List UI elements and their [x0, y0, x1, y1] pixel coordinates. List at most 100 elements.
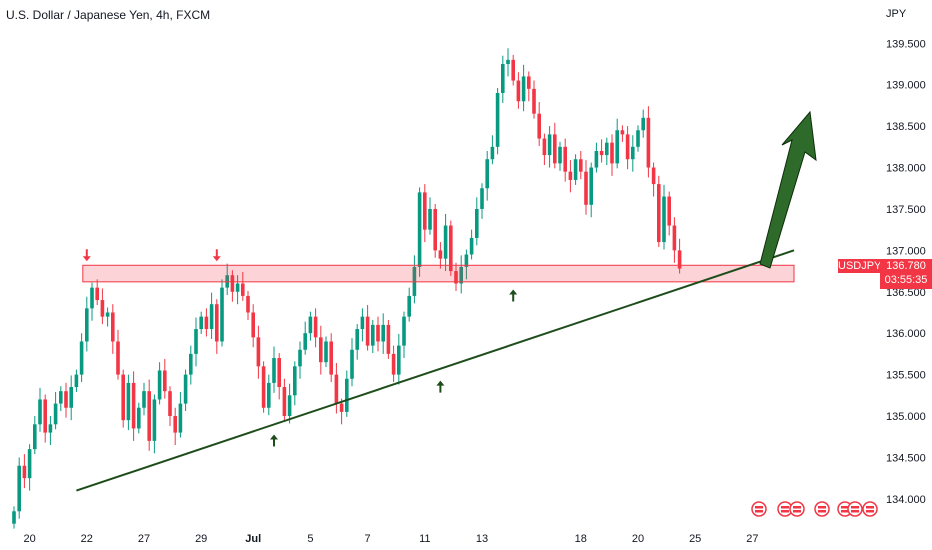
candle-body [662, 196, 666, 243]
candle-body [329, 341, 333, 375]
candle [345, 370, 349, 417]
candle-body [189, 353, 193, 375]
candle [282, 378, 287, 421]
candle-body [407, 295, 411, 317]
price-tick-label: 136.500 [886, 287, 926, 299]
candle [152, 394, 157, 454]
candle-body [38, 399, 42, 425]
candle [85, 296, 89, 352]
time-axis[interactable]: 20 22 27 29 Jul 5 7 11 13 18 20 25 27 [23, 533, 758, 545]
flag-stripe-top [793, 506, 801, 509]
candle-body [563, 146, 567, 172]
candle-body [230, 275, 235, 292]
time-tick-label: 27 [138, 533, 150, 545]
time-tick-label: 29 [195, 533, 207, 545]
candle [475, 197, 479, 246]
candle [537, 102, 541, 146]
candle-body [423, 192, 427, 230]
candle-body [521, 76, 526, 102]
candle [495, 88, 500, 155]
candle [272, 346, 276, 393]
candle [662, 184, 666, 250]
economic-event-flag-icon [777, 501, 793, 517]
price-axis[interactable]: 134.000 134.500 135.000 135.500 136.000 136.5… [886, 38, 926, 506]
economic-event-flag-icon [789, 501, 805, 517]
candle [168, 386, 172, 426]
candle [246, 290, 250, 320]
candle [386, 319, 391, 359]
price-tick-label: 139.000 [886, 80, 926, 92]
candle-body [69, 387, 73, 408]
current-price-value: 136.780 [886, 260, 926, 272]
event-flags-layer [751, 501, 878, 517]
candle [605, 137, 609, 166]
time-tick-label: 27 [746, 533, 758, 545]
candle [230, 270, 235, 302]
candle [59, 386, 63, 412]
candle [95, 279, 99, 306]
arrow-up-icon [509, 289, 518, 295]
candle-body [64, 391, 68, 408]
candle [573, 154, 578, 185]
candle [485, 150, 489, 201]
candle [464, 249, 469, 280]
candle [334, 363, 339, 414]
candle [620, 125, 625, 142]
time-tick-label: 20 [23, 533, 35, 545]
chart-title: U.S. Dollar / Japanese Yen, 4h, FXCM [6, 8, 211, 22]
candle-body [547, 134, 552, 156]
candle-body [319, 337, 323, 363]
candle-body [90, 287, 94, 309]
candle [251, 304, 255, 348]
candle-body [386, 324, 391, 354]
candle [64, 382, 68, 418]
candle [402, 311, 406, 359]
time-tick-label: 25 [689, 533, 701, 545]
candle-body [646, 117, 651, 168]
candle-body [469, 237, 474, 255]
candle [215, 299, 219, 354]
candle-body [345, 378, 349, 412]
flag-ring [814, 501, 830, 517]
candle [183, 369, 188, 412]
candle [636, 125, 640, 152]
candle-body [558, 146, 562, 164]
candle [121, 369, 125, 428]
candle [397, 334, 401, 385]
candle-body [194, 329, 198, 354]
candle-body [100, 300, 105, 317]
candle-body [443, 225, 448, 259]
candle-body [43, 399, 47, 433]
candle [672, 217, 677, 263]
candle-body [553, 134, 557, 164]
time-tick-label: 22 [81, 533, 93, 545]
candle [69, 375, 73, 421]
candle-body [293, 366, 297, 396]
candle-body [142, 391, 146, 408]
candle [38, 387, 42, 432]
candle-body [417, 192, 422, 267]
candle [558, 141, 562, 171]
candle-body [641, 117, 645, 131]
support-resistance-zone [82, 264, 795, 283]
arrow-up-icon [436, 380, 445, 386]
candle [74, 369, 79, 393]
candle [204, 308, 209, 337]
economic-event-flag-icon [814, 501, 830, 517]
candle [428, 197, 432, 235]
candle-body [610, 142, 614, 164]
candle-body [480, 188, 484, 209]
candle-body [631, 146, 635, 160]
candle-body [163, 370, 167, 392]
candle [584, 160, 588, 215]
candle [90, 282, 94, 321]
candle-body [527, 76, 531, 89]
candle [594, 142, 599, 173]
candle-body [438, 250, 443, 259]
candle-body [511, 59, 515, 81]
candle-body [308, 316, 313, 334]
candle-body [672, 225, 677, 251]
candle [490, 135, 495, 165]
time-tick-label: 13 [476, 533, 488, 545]
